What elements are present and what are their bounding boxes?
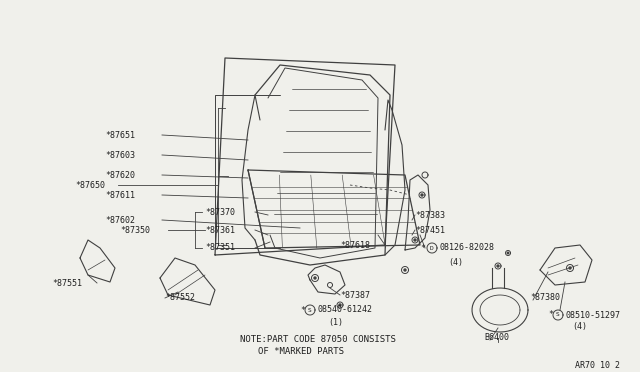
- Text: *: *: [300, 305, 305, 314]
- Text: 08540-61242: 08540-61242: [318, 305, 373, 314]
- Text: *87611: *87611: [105, 190, 135, 199]
- Text: *87380: *87380: [530, 294, 560, 302]
- Text: 08510-51297: 08510-51297: [566, 311, 621, 320]
- Text: (4): (4): [572, 323, 587, 331]
- Text: *: *: [420, 244, 425, 253]
- Text: *87552: *87552: [165, 294, 195, 302]
- Text: B6400: B6400: [484, 334, 509, 343]
- Text: *87650: *87650: [75, 180, 105, 189]
- Polygon shape: [339, 304, 341, 306]
- Text: *87451: *87451: [415, 225, 445, 234]
- Text: *87370: *87370: [205, 208, 235, 217]
- Polygon shape: [421, 194, 423, 196]
- Polygon shape: [414, 239, 416, 241]
- Text: *87551: *87551: [52, 279, 82, 288]
- Text: OF *MARKED PARTS: OF *MARKED PARTS: [258, 347, 344, 356]
- Polygon shape: [497, 265, 499, 267]
- Text: AR70 10 2: AR70 10 2: [575, 360, 620, 369]
- Text: *87618: *87618: [340, 241, 370, 250]
- Text: *87603: *87603: [105, 151, 135, 160]
- Polygon shape: [404, 269, 406, 271]
- Polygon shape: [508, 252, 509, 254]
- Text: NOTE:PART CODE 87050 CONSISTS: NOTE:PART CODE 87050 CONSISTS: [240, 336, 396, 344]
- Text: (4): (4): [448, 257, 463, 266]
- Polygon shape: [569, 267, 571, 269]
- Text: *87651: *87651: [105, 131, 135, 140]
- Polygon shape: [314, 277, 316, 279]
- Text: *87350: *87350: [120, 225, 150, 234]
- Text: S: S: [556, 312, 560, 317]
- Text: *87361: *87361: [205, 225, 235, 234]
- Text: *87351: *87351: [205, 244, 235, 253]
- Text: D: D: [430, 246, 434, 250]
- Text: (1): (1): [328, 317, 343, 327]
- Text: *87383: *87383: [415, 211, 445, 219]
- Text: *87602: *87602: [105, 215, 135, 224]
- Text: *87387: *87387: [340, 291, 370, 299]
- Text: *: *: [548, 311, 553, 320]
- Text: *87620: *87620: [105, 170, 135, 180]
- Text: S: S: [308, 308, 312, 312]
- Text: 08126-82028: 08126-82028: [440, 244, 495, 253]
